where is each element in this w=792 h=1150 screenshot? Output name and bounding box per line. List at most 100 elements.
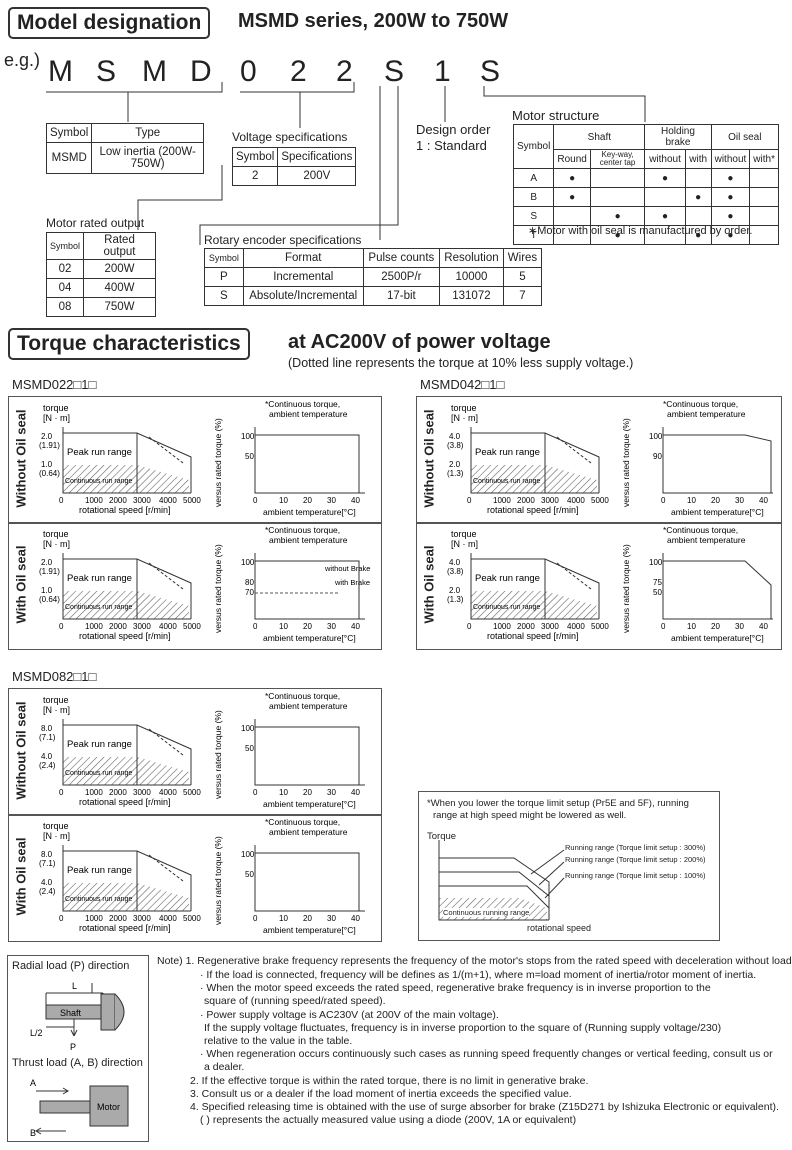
- note-line: · When the motor speed exceeds the rated…: [200, 982, 711, 995]
- svg-text:Peak run range: Peak run range: [67, 739, 132, 750]
- svg-text:(1.3): (1.3): [447, 595, 464, 604]
- note-line: relative to the value in the table.: [204, 1035, 353, 1047]
- svg-text:0: 0: [253, 622, 258, 631]
- designation-char: 2: [290, 55, 307, 88]
- thrust-label: Thrust load (A, B) direction: [12, 1057, 143, 1069]
- torque-panel: With Oil seal torque [N · m] 8.0 (7.1) 4…: [8, 814, 382, 942]
- svg-text:2000: 2000: [517, 622, 535, 631]
- svg-text:1.0: 1.0: [41, 460, 53, 469]
- svg-text:4000: 4000: [159, 788, 177, 797]
- svg-text:1000: 1000: [85, 622, 103, 631]
- svg-text:[N · m]: [N · m]: [451, 413, 478, 423]
- svg-text:2.0: 2.0: [449, 586, 461, 595]
- svg-text:5000: 5000: [183, 496, 201, 505]
- svg-text:40: 40: [351, 622, 360, 631]
- torque-subtitle: at AC200V of power voltage: [288, 331, 551, 353]
- motor-structure-title: Motor structure: [512, 108, 600, 123]
- svg-text:*Continuous torque,: *Continuous torque,: [265, 525, 340, 535]
- svg-text:50: 50: [245, 744, 254, 753]
- svg-text:Peak run range: Peak run range: [475, 447, 540, 458]
- svg-text:ambient temperature[°C]: ambient temperature[°C]: [263, 925, 356, 935]
- designation-char: 1: [434, 55, 451, 88]
- svg-text:30: 30: [735, 622, 744, 631]
- svg-text:3000: 3000: [133, 622, 151, 631]
- svg-text:Continuous run range: Continuous run range: [65, 478, 132, 485]
- svg-text:0: 0: [59, 914, 64, 923]
- svg-text:versus rated torque (%): versus rated torque (%): [621, 544, 631, 633]
- svg-text:Continuous run range: Continuous run range: [473, 604, 540, 611]
- load-diagram: Shaft L L/2 P A B Motor: [30, 981, 129, 1138]
- svg-text:(2.4): (2.4): [39, 761, 56, 770]
- svg-text:torque: torque: [43, 403, 69, 413]
- svg-text:100: 100: [241, 432, 255, 441]
- ms-sub: with: [684, 149, 712, 169]
- svg-text:ambient temperature: ambient temperature: [269, 701, 348, 711]
- svg-text:Motor: Motor: [97, 1102, 120, 1112]
- svg-text:0: 0: [253, 914, 258, 923]
- ms-sub: Key-way, center tap: [589, 149, 646, 169]
- svg-text:20: 20: [303, 914, 312, 923]
- svg-text:100: 100: [649, 432, 663, 441]
- svg-text:50: 50: [245, 870, 254, 879]
- svg-text:40: 40: [351, 496, 360, 505]
- svg-text:P: P: [70, 1042, 76, 1052]
- svg-text:0: 0: [253, 496, 258, 505]
- svg-text:torque: torque: [451, 403, 477, 413]
- svg-text:ambient temperature[°C]: ambient temperature[°C]: [671, 633, 764, 643]
- ms-sub: Round: [553, 149, 591, 169]
- torque-panel: With Oil seal torque [N · m] 4.0 (3.8) 2…: [416, 522, 782, 650]
- page-title: Model designation: [8, 7, 211, 39]
- shaft-text: Shaft: [60, 1008, 82, 1018]
- designation-char: S: [96, 55, 117, 88]
- svg-text:L/2: L/2: [30, 1028, 43, 1038]
- speed-label: rotational speed: [527, 923, 592, 933]
- svg-text:100: 100: [649, 558, 663, 567]
- svg-text:40: 40: [351, 788, 360, 797]
- note-line: a dealer.: [204, 1061, 245, 1074]
- svg-text:3000: 3000: [541, 622, 559, 631]
- svg-text:4000: 4000: [567, 496, 585, 505]
- ms-group: Shaft: [553, 124, 646, 150]
- svg-text:[N · m]: [N · m]: [43, 831, 70, 841]
- svg-text:torque: torque: [43, 529, 69, 539]
- svg-text:*Continuous torque,: *Continuous torque,: [265, 691, 340, 701]
- svg-text:8.0: 8.0: [41, 850, 53, 859]
- svg-text:50: 50: [653, 588, 662, 597]
- svg-text:5000: 5000: [183, 622, 201, 631]
- svg-text:*Continuous torque,: *Continuous torque,: [265, 399, 340, 409]
- svg-text:10: 10: [687, 496, 696, 505]
- svg-text:Peak run range: Peak run range: [67, 573, 132, 584]
- limit-text-1: *When you lower the torque limit setup (…: [427, 798, 689, 809]
- svg-text:80: 80: [245, 578, 254, 587]
- svg-text:10: 10: [279, 496, 288, 505]
- note-line: 3. Consult us or a dealer if the load mo…: [190, 1087, 572, 1100]
- svg-text:40: 40: [759, 622, 768, 631]
- svg-text:rotational speed [r/min]: rotational speed [r/min]: [79, 505, 171, 515]
- svg-text:A: A: [30, 1078, 36, 1088]
- svg-text:ambient temperature[°C]: ambient temperature[°C]: [263, 507, 356, 517]
- model-name: MSMD042□1□: [420, 377, 505, 392]
- load-box: Radial load (P) direction Thrust load (A…: [7, 955, 149, 1142]
- svg-text:30: 30: [735, 496, 744, 505]
- svg-text:rotational speed [r/min]: rotational speed [r/min]: [487, 631, 579, 641]
- note-line: · If the load is connected, frequency wi…: [200, 969, 757, 981]
- design-order: Design order 1 : Standard: [416, 122, 491, 153]
- torque-panel: Without Oil seal torque [N · m] 2.0 (1.9…: [8, 396, 382, 524]
- svg-text:Peak run range: Peak run range: [67, 447, 132, 458]
- range-300: Running range (Torque limit setup : 300%…: [565, 843, 706, 852]
- svg-text:5000: 5000: [591, 622, 609, 631]
- model-name: MSMD022□1□: [12, 377, 97, 392]
- note-line: ( ) represents the actually measured val…: [200, 1114, 577, 1127]
- svg-text:(1.91): (1.91): [39, 567, 60, 576]
- svg-text:(3.8): (3.8): [447, 567, 464, 576]
- svg-text:versus rated torque (%): versus rated torque (%): [213, 710, 223, 799]
- svg-text:0: 0: [59, 496, 64, 505]
- svg-text:torque: torque: [451, 529, 477, 539]
- ms-group: Oil seal: [710, 124, 780, 150]
- svg-text:*Continuous torque,: *Continuous torque,: [663, 399, 738, 409]
- svg-text:90: 90: [653, 452, 662, 461]
- svg-text:3000: 3000: [133, 914, 151, 923]
- torque-panel: Without Oil seal torque [N · m] 4.0 (3.8…: [416, 396, 782, 524]
- svg-text:20: 20: [303, 496, 312, 505]
- svg-text:2000: 2000: [109, 496, 127, 505]
